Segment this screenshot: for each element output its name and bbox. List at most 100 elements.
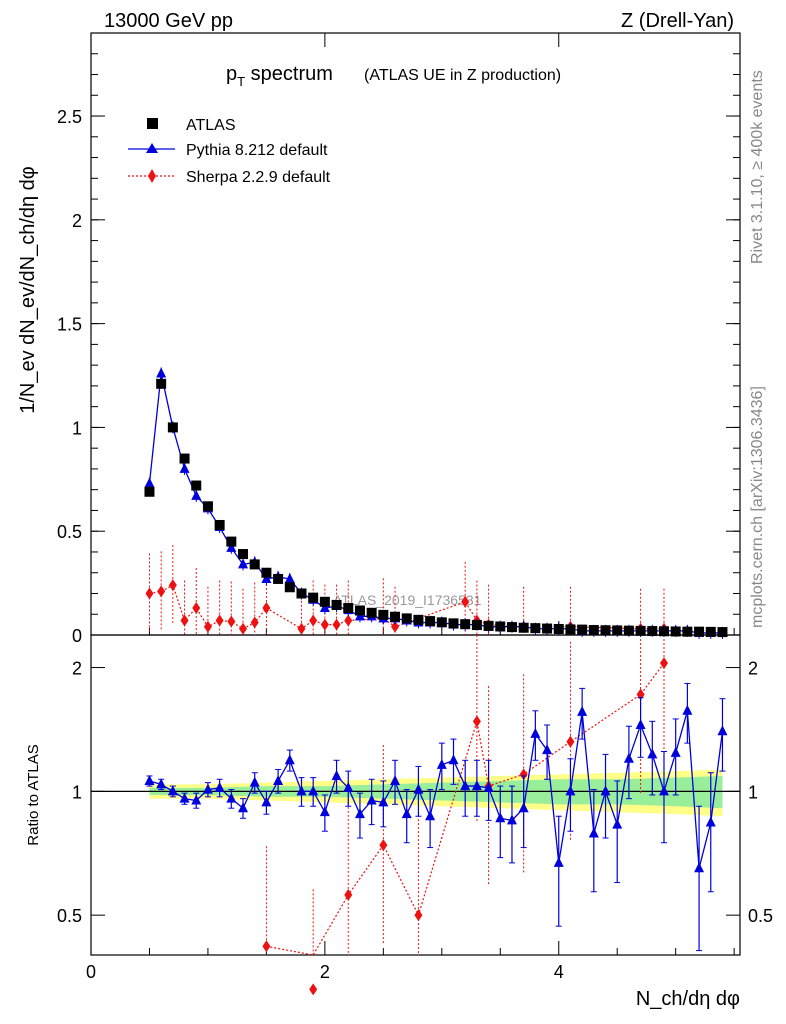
pythia-ratio-point: [717, 725, 728, 736]
pythia-main-point: [319, 602, 330, 613]
atlas-series: [144, 378, 728, 638]
pythia-ratio-point: [191, 794, 202, 805]
atlas-data-point: [144, 486, 155, 497]
pythia-main-point: [238, 558, 249, 569]
atlas-data-point: [518, 622, 529, 633]
atlas-data-point: [460, 619, 471, 630]
pythia-ratio-point: [471, 780, 482, 791]
pythia-ratio-point: [156, 778, 167, 789]
atlas-data-point: [542, 623, 553, 634]
sherpa-ratio-point: [414, 909, 423, 922]
atlas-data-point: [694, 626, 705, 637]
pythia-ratio-point: [623, 752, 634, 763]
sherpa-main-point: [157, 585, 166, 598]
atlas-data-point: [378, 609, 389, 620]
pythia-ratio-point: [226, 792, 237, 803]
pythia-ratio-point: [296, 785, 307, 796]
atlas-data-point: [179, 453, 190, 464]
atlas-data-point: [705, 626, 716, 637]
sherpa-main-point: [168, 579, 177, 592]
legend-sherpa-marker: [148, 169, 156, 183]
ratio-frame: [90, 634, 741, 956]
atlas-data-point: [577, 624, 588, 635]
pythia-ratio-line: [149, 710, 724, 869]
sherpa-main-point: [309, 614, 318, 627]
y-tick-label-ratio: 1: [72, 782, 82, 802]
pythia-ratio-point: [308, 785, 319, 796]
sherpa-main-point: [239, 622, 248, 635]
sherpa-series: [145, 545, 668, 996]
atlas-data-point: [658, 626, 669, 637]
sherpa-main-point: [262, 602, 271, 615]
main-y-axis-label: 1/N_ev dN_ev/dN_ch/dη dφ: [17, 166, 39, 414]
x-tick-label: 2: [320, 962, 330, 982]
pythia-ratio-point: [694, 862, 705, 873]
y-tick-label-main: 0: [72, 626, 82, 646]
energy-label: 13000 GeV pp: [104, 10, 233, 32]
sherpa-ratio-point: [659, 657, 668, 670]
pythia-ratio-point: [553, 856, 564, 867]
x-tick-label: 4: [554, 962, 564, 982]
sherpa-main-point: [320, 618, 329, 631]
pythia-ratio-point: [354, 808, 365, 819]
atlas-data-point: [612, 625, 623, 636]
legend-sherpa-label: Sherpa 2.2.9 default: [186, 169, 331, 186]
sherpa-main-point: [461, 595, 470, 608]
mcplots-label: mcplots.cern.ch [arXiv:1306.3436]: [749, 386, 766, 628]
pythia-ratio-point: [448, 754, 459, 765]
atlas-data-point: [495, 621, 506, 632]
atlas-data-point: [390, 611, 401, 622]
atlas-data-point: [331, 599, 342, 610]
y-tick-label-ratio: 0.5: [57, 906, 82, 926]
plot-title: pT spectrum: [226, 63, 333, 89]
pythia-main-point: [226, 541, 237, 552]
atlas-data-point: [413, 614, 424, 625]
pythia-main-point: [156, 367, 167, 378]
sherpa-main-point: [250, 616, 259, 629]
pythia-ratio-point: [343, 781, 354, 792]
atlas-data-point: [553, 623, 564, 634]
atlas-data-point: [343, 603, 354, 614]
atlas-data-point: [448, 618, 459, 629]
pythia-ratio-point: [179, 792, 190, 803]
pythia-ratio-point: [202, 783, 213, 794]
y-tick-label-main: 1: [72, 418, 82, 438]
y-tick-label-ratio-right: 0.5: [748, 906, 773, 926]
x-tick-label: 0: [86, 962, 96, 982]
pythia-main-point: [284, 572, 295, 583]
atlas-data-point: [623, 625, 634, 636]
y-tick-label-main: 0.5: [57, 522, 82, 542]
pythia-ratio-point: [577, 705, 588, 716]
atlas-data-point: [191, 480, 202, 491]
pythia-ratio-point: [460, 780, 471, 791]
atlas-data-point: [156, 378, 167, 389]
pythia-ratio-point: [401, 808, 412, 819]
legend-atlas-marker: [147, 118, 158, 129]
atlas-data-point: [588, 625, 599, 636]
sherpa-main-point: [227, 615, 236, 628]
atlas-data-point: [471, 620, 482, 631]
legend-atlas-label: ATLAS: [186, 117, 236, 134]
pythia-ratio-point: [506, 814, 517, 825]
atlas-data-point: [647, 626, 658, 637]
sherpa-ratio-point: [566, 735, 575, 748]
atlas-data-point: [319, 596, 330, 607]
atlas-data-point: [366, 607, 377, 618]
rivet-label: Rivet 3.1.10, ≥ 400k events: [749, 70, 766, 264]
atlas-data-point: [296, 588, 307, 599]
pythia-ratio-point: [495, 812, 506, 823]
atlas-data-point: [202, 501, 213, 512]
atlas-data-point: [565, 624, 576, 635]
atlas-data-point: [273, 573, 284, 584]
y-tick-label-main: 1.5: [57, 315, 82, 335]
legend-pythia-marker: [146, 143, 158, 153]
pythia-ratio-point: [425, 810, 436, 821]
pythia-main-point: [144, 477, 155, 488]
plot-subtitle: (ATLAS UE in Z production): [364, 67, 561, 84]
pythia-ratio-point: [273, 774, 284, 785]
pythia-ratio-point: [565, 785, 576, 796]
sherpa-ratio-point: [262, 940, 271, 953]
atlas-data-point: [717, 627, 728, 638]
atlas-data-point: [635, 625, 646, 636]
